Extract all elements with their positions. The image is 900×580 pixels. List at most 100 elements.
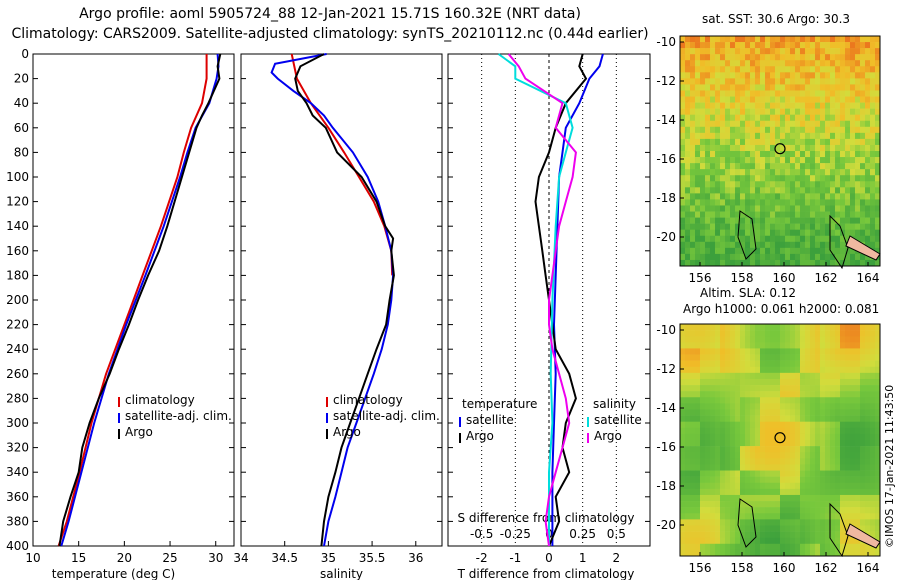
sla-ytick-label: -18 bbox=[656, 479, 676, 493]
sst-ytick-label: -18 bbox=[656, 191, 676, 205]
temperature-xtick-label: 20 bbox=[117, 551, 132, 565]
sst-land bbox=[845, 235, 881, 261]
temperature-series-climatology bbox=[57, 54, 208, 547]
sla-xtick-label: 158 bbox=[731, 561, 754, 575]
sla-map-grid bbox=[680, 324, 881, 557]
sst-ytick-label: -20 bbox=[656, 230, 676, 244]
difference-legend-title-temperature: temperature bbox=[462, 397, 537, 411]
depth-tick-label: 100 bbox=[6, 170, 29, 184]
salinity-series-climatology bbox=[290, 53, 394, 276]
sst-ytick-label: -14 bbox=[656, 113, 676, 127]
depth-tick-label: 340 bbox=[6, 465, 29, 479]
sst-map-frame bbox=[679, 35, 881, 267]
salinity-xlabel: salinity bbox=[320, 567, 363, 580]
depth-tick-label: 260 bbox=[6, 367, 29, 381]
sla-coastline bbox=[737, 498, 757, 548]
sla-map-title: Altim. SLA: 0.12 bbox=[700, 286, 797, 300]
depth-tick-label: 40 bbox=[14, 96, 29, 110]
salinity-legend-label: Argo bbox=[333, 425, 361, 439]
sst-xtick-label: 162 bbox=[815, 271, 838, 285]
chart-title: Argo profile: aoml 5905724_88 12-Jan-202… bbox=[79, 6, 581, 22]
difference-top-tick-label: -0.5 bbox=[470, 527, 493, 541]
difference-xlabel: T difference from climatology bbox=[457, 567, 635, 580]
difference-xtick-label: 1 bbox=[579, 551, 587, 565]
salinity-xtick-label: 34 bbox=[233, 551, 248, 565]
temperature-legend-label: climatology bbox=[125, 393, 195, 407]
sst-xtick-label: 160 bbox=[773, 271, 796, 285]
depth-tick-label: 0 bbox=[21, 47, 29, 61]
difference-xtick-label: 0 bbox=[545, 551, 553, 565]
sst-coastline bbox=[829, 214, 849, 270]
difference-xtick-label: 2 bbox=[613, 551, 621, 565]
depth-tick-label: 20 bbox=[14, 72, 29, 86]
sla-coastline bbox=[829, 502, 849, 558]
salinity-legend-label: climatology bbox=[333, 393, 403, 407]
difference-top-tick-label: 0.5 bbox=[607, 527, 626, 541]
difference-legend-label: Argo bbox=[466, 429, 494, 443]
salinity-xtick-label: 34.5 bbox=[271, 551, 298, 565]
sst-ytick-label: -10 bbox=[656, 35, 676, 49]
temperature-xtick-label: 30 bbox=[208, 551, 223, 565]
sst-argo-location-marker bbox=[774, 143, 786, 155]
sla-ytick-label: -12 bbox=[656, 362, 676, 376]
sst-ytick-label: -16 bbox=[656, 152, 676, 166]
depth-tick-label: 400 bbox=[6, 539, 29, 553]
sla-xtick-label: 156 bbox=[689, 561, 712, 575]
depth-tick-label: 140 bbox=[6, 219, 29, 233]
difference-series-salinity-satellite bbox=[497, 53, 574, 546]
depth-tick-label: 120 bbox=[6, 195, 29, 209]
sst-xtick-label: 164 bbox=[857, 271, 880, 285]
sla-ytick-label: -14 bbox=[656, 401, 676, 415]
difference-series-temperature-satellite bbox=[551, 53, 604, 546]
difference-xtick-label: -1 bbox=[509, 551, 521, 565]
sla-map-subtitle: Argo h1000: 0.061 h2000: 0.081 bbox=[683, 302, 880, 316]
depth-tick-label: 320 bbox=[6, 441, 29, 455]
difference-legend-label: satellite bbox=[466, 413, 514, 427]
depth-tick-label: 160 bbox=[6, 244, 29, 258]
depth-tick-label: 60 bbox=[14, 121, 29, 135]
sla-land bbox=[845, 523, 881, 549]
sla-xtick-label: 162 bbox=[815, 561, 838, 575]
salinity-series-argo bbox=[294, 53, 395, 547]
depth-tick-label: 360 bbox=[6, 490, 29, 504]
temperature-xtick-label: 10 bbox=[25, 551, 40, 565]
temperature-xtick-label: 15 bbox=[71, 551, 86, 565]
sst-map-grid bbox=[680, 36, 881, 267]
temperature-series-satellite-adj-clim- bbox=[60, 53, 220, 547]
depth-tick-label: 180 bbox=[6, 268, 29, 282]
difference-series-temperature-argo bbox=[534, 53, 588, 547]
temperature-xlabel: temperature (deg C) bbox=[52, 567, 175, 580]
sst-xtick-label: 156 bbox=[689, 271, 712, 285]
sst-coastline bbox=[737, 210, 757, 260]
depth-tick-label: 80 bbox=[14, 145, 29, 159]
chart-subtitle: Climatology: CARS2009. Satellite-adjuste… bbox=[11, 26, 649, 42]
salinity-series-satellite-adj-clim- bbox=[270, 53, 395, 547]
difference-series-salinity-argo bbox=[507, 53, 577, 547]
sst-map-title: sat. SST: 30.6 Argo: 30.3 bbox=[702, 12, 851, 26]
temperature-legend-label: satellite-adj. clim. bbox=[125, 409, 232, 423]
sst-xtick-label: 158 bbox=[731, 271, 754, 285]
difference-legend-label: satellite bbox=[594, 413, 642, 427]
depth-tick-label: 220 bbox=[6, 318, 29, 332]
temperature-xtick-label: 25 bbox=[162, 551, 177, 565]
sla-ytick-label: -10 bbox=[656, 323, 676, 337]
sst-ytick-label: -12 bbox=[656, 74, 676, 88]
depth-tick-label: 200 bbox=[6, 293, 29, 307]
salinity-xtick-label: 35 bbox=[321, 551, 336, 565]
salinity-xtick-label: 36 bbox=[408, 551, 423, 565]
sla-xtick-label: 160 bbox=[773, 561, 796, 575]
salinity-xtick-label: 35.5 bbox=[359, 551, 386, 565]
depth-tick-label: 240 bbox=[6, 342, 29, 356]
depth-tick-label: 280 bbox=[6, 391, 29, 405]
temperature-series-argo bbox=[58, 53, 222, 547]
salinity-legend-label: satellite-adj. clim. bbox=[333, 409, 440, 423]
sla-xtick-label: 164 bbox=[857, 561, 880, 575]
difference-top-tick-label: 0.25 bbox=[569, 527, 596, 541]
sla-ytick-label: -16 bbox=[656, 440, 676, 454]
difference-legend-title-salinity: salinity bbox=[593, 397, 636, 411]
difference-legend-label: Argo bbox=[594, 429, 622, 443]
difference-top-tick-label: -0.25 bbox=[500, 527, 531, 541]
sla-ytick-label: -20 bbox=[656, 518, 676, 532]
sla-argo-location-marker bbox=[774, 432, 786, 444]
